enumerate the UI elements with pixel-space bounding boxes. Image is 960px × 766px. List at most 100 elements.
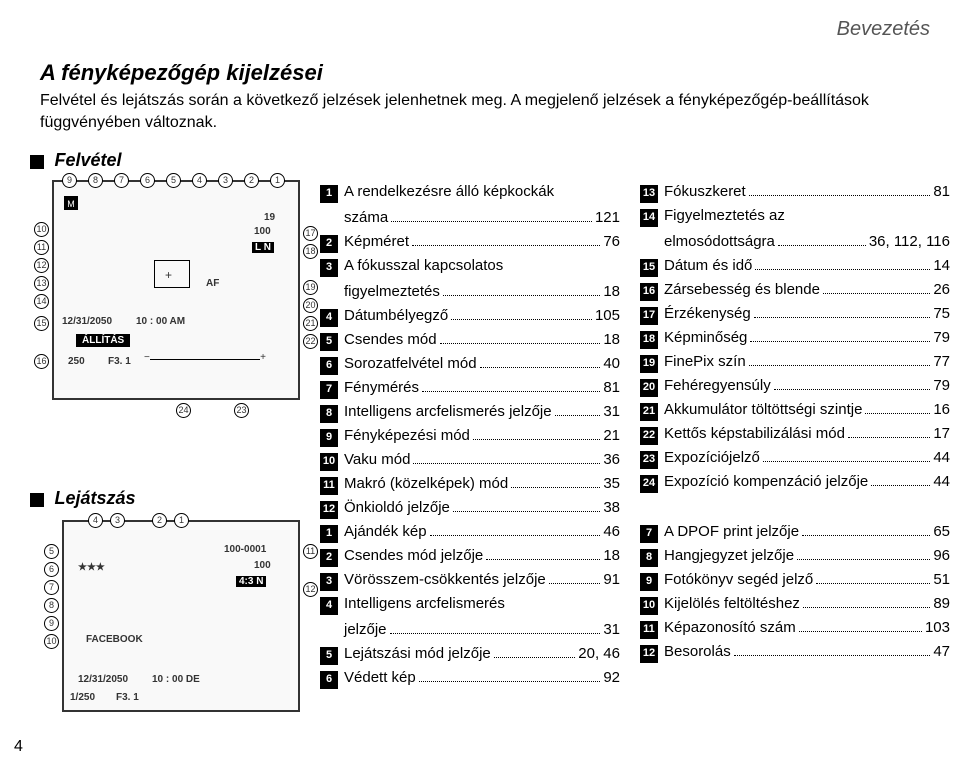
callout: 9	[62, 173, 77, 188]
entry-number: 2	[320, 235, 338, 253]
rating-stars: ★★★	[78, 562, 105, 573]
leader-dots	[473, 439, 600, 440]
entry-number: 9	[320, 429, 338, 447]
entry-number: 8	[320, 405, 338, 423]
entry-label: Hangjegyzet jelzője	[664, 544, 794, 568]
callout: 7	[44, 580, 59, 595]
section-label-text: Lejátszás	[54, 488, 135, 508]
leader-dots	[443, 295, 600, 296]
entry-label: Fókuszkeret	[664, 180, 746, 204]
entry-page: 47	[933, 640, 950, 664]
entry-page: 44	[933, 446, 950, 470]
entry-number: 14	[640, 209, 658, 227]
index-entry: 6Sorozatfelvétel mód40	[320, 352, 620, 376]
entry-number-blank	[320, 204, 338, 222]
entry-label: FinePix szín	[664, 350, 746, 374]
section-felvetel-label: Felvétel	[30, 150, 122, 171]
callout: 2	[152, 513, 167, 528]
index-entry-cont: jelzője31	[320, 616, 620, 642]
leader-dots	[755, 269, 930, 270]
entry-number: 1	[320, 525, 338, 543]
bullet-icon	[30, 155, 44, 169]
entry-label: Védett kép	[344, 666, 416, 690]
leader-dots	[734, 655, 931, 656]
setting-label: ÁLLÍTÁS	[76, 334, 130, 347]
entry-number: 15	[640, 259, 658, 277]
entry-page: 105	[595, 304, 620, 328]
entry-number: 20	[640, 379, 658, 397]
entry-number: 12	[320, 501, 338, 519]
leader-dots	[848, 437, 930, 438]
leader-dots	[480, 367, 601, 368]
entry-number: 22	[640, 427, 658, 445]
page-number: 4	[14, 738, 23, 756]
index-entry: 1Ajándék kép46	[320, 520, 620, 544]
callout: 15	[34, 316, 49, 331]
entry-page: 76	[603, 230, 620, 254]
index-entry: 16Zársebesség és blende26	[640, 278, 950, 302]
entry-number: 2	[320, 549, 338, 567]
index-entry: 8Intelligens arcfelismerés jelzője31	[320, 400, 620, 424]
viewfinder-diagram-record: 9 8 7 6 5 4 3 2 1 10 11 12 13 14 15 16 1…	[52, 180, 300, 400]
shutter-label: 250	[68, 356, 85, 367]
entry-label: Kijelölés feltöltéshez	[664, 592, 800, 616]
index-entry: 23Expozíciójelző44	[640, 446, 950, 470]
entry-label: Makró (közelképek) mód	[344, 472, 508, 496]
entry-label: Intelligens arcfelismerés jelzője	[344, 400, 552, 424]
callout: 9	[44, 616, 59, 631]
leader-dots	[871, 485, 930, 486]
entry-number: 9	[640, 573, 658, 591]
mode-icon: M	[64, 196, 78, 210]
index-entry: 10Kijelölés feltöltéshez89	[640, 592, 950, 616]
entry-label: Csendes mód	[344, 328, 437, 352]
callout: 16	[34, 354, 49, 369]
entry-page: 103	[925, 616, 950, 640]
entry-number-blank	[320, 278, 338, 296]
entry-label: A DPOF print jelzője	[664, 520, 799, 544]
leader-dots	[750, 341, 930, 342]
entry-page: 79	[933, 374, 950, 398]
callout: 24	[176, 403, 191, 418]
leader-dots	[511, 487, 600, 488]
callout: 22	[303, 334, 318, 349]
focus-bracket: +	[154, 260, 190, 288]
entry-number: 4	[320, 309, 338, 327]
entry-page: 14	[933, 254, 950, 278]
leader-dots	[799, 631, 922, 632]
entry-number: 7	[640, 525, 658, 543]
callout: 8	[44, 598, 59, 613]
leader-dots	[422, 391, 600, 392]
entry-label: A fókusszal kapcsolatos	[344, 254, 503, 278]
entry-page: 92	[603, 666, 620, 690]
entry-page: 51	[933, 568, 950, 592]
entry-label: Ajándék kép	[344, 520, 427, 544]
leader-dots	[494, 657, 576, 658]
index-entry: 7Fénymérés81	[320, 376, 620, 400]
entry-label: Dátumbélyegző	[344, 304, 448, 328]
entry-number: 16	[640, 283, 658, 301]
entry-label: Expozíció kompenzáció jelzője	[664, 470, 868, 494]
section-label-text: Felvétel	[54, 150, 121, 170]
leader-dots	[774, 389, 931, 390]
leader-dots	[803, 607, 930, 608]
callout: 19	[303, 280, 318, 295]
leader-dots	[549, 583, 601, 584]
entry-page: 17	[933, 422, 950, 446]
entry-label: Fényképezési mód	[344, 424, 470, 448]
callout: 5	[166, 173, 181, 188]
entry-page: 18	[603, 280, 620, 304]
date-label: 12/31/2050	[62, 316, 112, 327]
index-entry: 17Érzékenység75	[640, 302, 950, 326]
entry-number: 17	[640, 307, 658, 325]
index-entry: 2Képméret76	[320, 230, 620, 254]
entry-page: 91	[603, 568, 620, 592]
entry-label: figyelmeztetés	[344, 280, 440, 304]
entry-label: Érzékenység	[664, 302, 751, 326]
entry-number: 6	[320, 357, 338, 375]
index-entry: 9Fényképezési mód21	[320, 424, 620, 448]
entry-page: 36	[603, 448, 620, 472]
callout: 12	[303, 582, 318, 597]
entry-label: Önkioldó jelzője	[344, 496, 450, 520]
callout: 2	[244, 173, 259, 188]
index-entry-cont: elmosódottságra36, 112, 116	[640, 228, 950, 254]
